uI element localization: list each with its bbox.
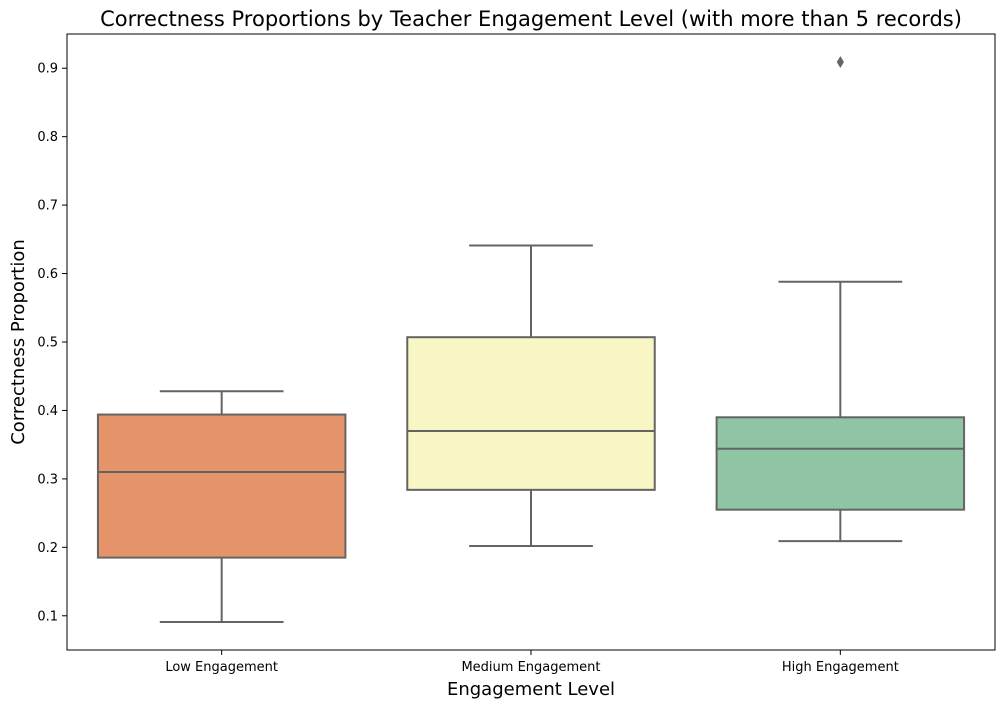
chart-title: Correctness Proportions by Teacher Engag… bbox=[100, 7, 962, 31]
x-axis: Low Engagement Medium Engagement High Enga… bbox=[165, 650, 899, 675]
x-axis-label: Engagement Level bbox=[447, 679, 615, 700]
y-tick-label: 0.4 bbox=[37, 404, 58, 419]
y-axis-label: Correctness Proportion bbox=[8, 239, 29, 445]
y-tick-label: 0.8 bbox=[37, 130, 58, 145]
x-tick-label: Low Engagement bbox=[165, 660, 278, 675]
y-axis: 0.1 0.2 0.3 0.4 0.5 0.6 0.7 0.8 0.9 bbox=[37, 62, 67, 624]
y-tick-label: 0.6 bbox=[37, 267, 58, 282]
box-1 bbox=[96, 390, 347, 623]
y-tick-label: 0.9 bbox=[37, 62, 58, 77]
box-2 bbox=[406, 244, 656, 547]
y-tick-label: 0.5 bbox=[37, 336, 58, 351]
box-body bbox=[96, 413, 347, 559]
outlier-point bbox=[836, 56, 844, 69]
y-tick-label: 0.1 bbox=[37, 609, 58, 624]
box-body bbox=[715, 416, 966, 511]
x-tick-label: High Engagement bbox=[782, 660, 899, 675]
x-tick-label: Medium Engagement bbox=[461, 660, 600, 675]
box-body bbox=[406, 336, 656, 491]
y-tick-label: 0.2 bbox=[37, 541, 58, 556]
y-tick-label: 0.7 bbox=[37, 199, 58, 214]
y-tick-label: 0.3 bbox=[37, 472, 58, 487]
box-3 bbox=[715, 56, 966, 543]
plot-area bbox=[96, 56, 966, 623]
